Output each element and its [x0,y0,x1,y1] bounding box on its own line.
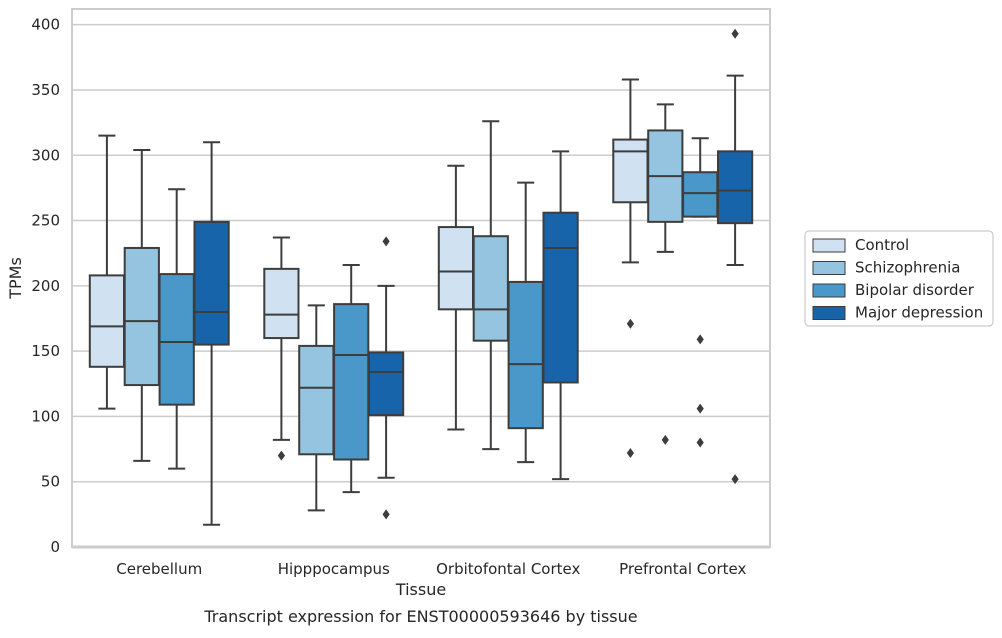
legend-swatch [812,238,846,253]
box-iqr [612,138,649,204]
box-iqr [716,150,754,225]
x-tick-label: Prefrontal Cortex [619,560,746,578]
box-2-1 [472,120,509,451]
legend: Control Schizophrenia Bipolar disorder Majo… [804,230,994,327]
box-iqr [507,280,544,430]
outlier-point [382,236,390,247]
box-1-2 [333,263,370,494]
box-iqr [88,274,126,368]
box-iqr [682,171,719,218]
box-2-0 [437,164,475,431]
box-iqr [542,211,579,384]
y-tick-label: 150 [31,342,60,360]
y-tick-label: 200 [31,277,60,295]
box-1-0 [263,236,300,461]
outlier-point [626,447,634,458]
box-3-3 [716,28,754,485]
box-iqr [472,235,509,342]
box-iqr [193,220,230,346]
outlier-point [696,334,704,345]
outlier-point [626,318,634,329]
y-tick-label: 100 [31,407,60,425]
x-tick-label: Orbitofontal Cortex [436,560,580,578]
legend-swatch [812,261,846,275]
y-tick-label: 300 [31,146,60,164]
outlier-point [382,509,390,520]
outlier-point [731,474,739,485]
box-iqr [123,246,160,387]
box-iqr [298,344,335,456]
legend-swatch [812,283,846,298]
box-0-3 [193,141,230,526]
y-tick-label: 400 [31,16,60,34]
y-tick-label: 250 [31,212,60,230]
chart-caption: Transcript expression for ENST0000059364… [203,607,637,626]
box-iqr [367,351,405,417]
outlier-point [277,450,285,461]
y-tick-label: 350 [31,81,60,99]
legend-frame [804,230,994,327]
box-3-1 [647,103,684,445]
box-iqr [437,226,475,311]
box-0-2 [158,188,195,470]
y-tick-label: 50 [41,473,60,491]
legend-label: Major depression [855,304,983,322]
outlier-point [696,437,704,448]
legend-label: Control [855,236,909,254]
y-axis-label: TPMs [6,257,25,300]
box-0-0 [88,134,126,410]
box-iqr [158,273,195,406]
legend-swatch [812,306,846,320]
box-iqr [333,303,370,461]
legend-label: Bipolar disorder [855,281,975,299]
y-tick-label: 0 [50,538,60,556]
x-axis-label: Tissue [395,580,446,599]
legend-label: Schizophrenia [855,259,960,277]
x-tick-label: Cerebellum [116,560,202,578]
outlier-point [731,28,739,39]
box-1-3 [367,236,405,520]
outlier-point [696,403,704,414]
box-2-3 [542,150,579,481]
box-2-2 [507,181,544,464]
box-1-1 [298,304,335,512]
box-iqr [263,267,300,340]
x-tick-label: Hipppocampus [278,560,390,578]
outlier-point [661,434,669,445]
